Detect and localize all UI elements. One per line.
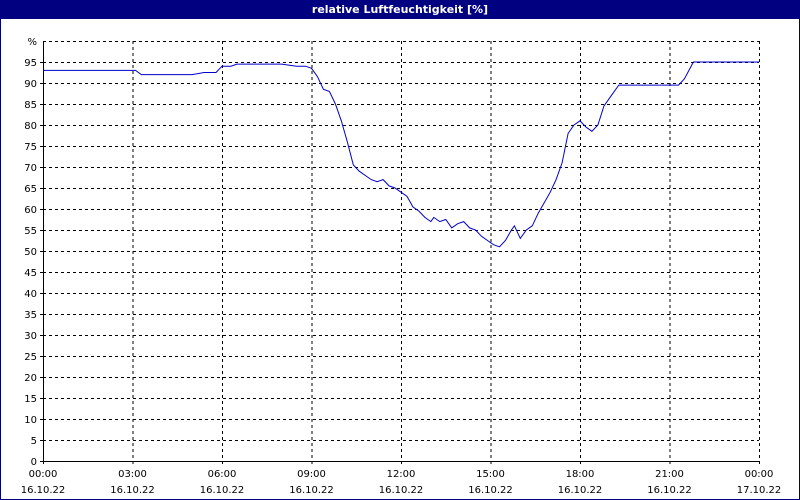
x-tick-date-label: 16.10.22 xyxy=(647,485,692,496)
y-tick-label: 50 xyxy=(24,247,37,258)
y-tick-label: 10 xyxy=(24,415,37,426)
x-tick-date-label: 16.10.22 xyxy=(468,485,513,496)
x-tick-date-label: 16.10.22 xyxy=(379,485,424,496)
y-tick-label: 75 xyxy=(24,142,37,153)
y-tick-label: 80 xyxy=(24,121,37,132)
x-tick-time-label: 09:00 xyxy=(297,469,326,480)
y-tick-label: 60 xyxy=(24,205,37,216)
humidity-chart: 05101520253035404550556065707580859095% … xyxy=(21,37,782,496)
x-tick-time-label: 21:00 xyxy=(655,469,684,480)
y-tick-label: 70 xyxy=(24,163,37,174)
x-tick-time-label: 12:00 xyxy=(387,469,416,480)
humidity-series-line xyxy=(43,61,759,248)
y-axis-unit-label: % xyxy=(27,37,37,48)
y-tick-label: 25 xyxy=(24,352,37,363)
y-tick-label: 95 xyxy=(24,58,37,69)
grid xyxy=(43,41,760,461)
y-tick-label: 55 xyxy=(24,226,37,237)
x-tick-date-label: 16.10.22 xyxy=(289,485,334,496)
axes xyxy=(40,41,760,464)
x-tick-date-label: 16.10.22 xyxy=(21,485,66,496)
x-tick-time-label: 18:00 xyxy=(566,469,595,480)
y-tick-label: 5 xyxy=(31,436,37,447)
x-tick-time-label: 03:00 xyxy=(118,469,147,480)
x-tick-time-label: 00:00 xyxy=(29,469,58,480)
y-tick-label: 65 xyxy=(24,184,37,195)
x-tick-time-label: 06:00 xyxy=(208,469,237,480)
chart-title: relative Luftfeuchtigkeit [%] xyxy=(1,1,799,19)
x-tick-labels: 00:00 16.10.22 03:00 16.10.22 06:00 16.10.22 0… xyxy=(21,469,782,496)
x-tick-time-label: 00:00 xyxy=(745,469,774,480)
y-tick-label: 40 xyxy=(24,289,37,300)
y-tick-label: 35 xyxy=(24,310,37,321)
y-tick-label: 90 xyxy=(24,79,37,90)
x-tick-date-label: 16.10.22 xyxy=(200,485,245,496)
y-tick-label: 85 xyxy=(24,100,37,111)
y-tick-labels: 0 5 10 15 20 25 30 35 40 45 50 55 60 65 70 75 80 85 90 95% xyxy=(24,37,37,468)
y-tick-label: 45 xyxy=(24,268,37,279)
x-tick-time-label: 15:00 xyxy=(476,469,505,480)
y-tick-label: 15 xyxy=(24,394,37,405)
x-tick-date-label: 16.10.22 xyxy=(558,485,603,496)
series-layer xyxy=(43,61,759,248)
y-tick-label: 30 xyxy=(24,331,37,342)
y-tick-label: 20 xyxy=(24,373,37,384)
y-tick-label: 0 xyxy=(31,457,37,468)
x-tick-date-label: 16.10.22 xyxy=(110,485,155,496)
x-tick-date-label: 17.10.22 xyxy=(737,485,782,496)
